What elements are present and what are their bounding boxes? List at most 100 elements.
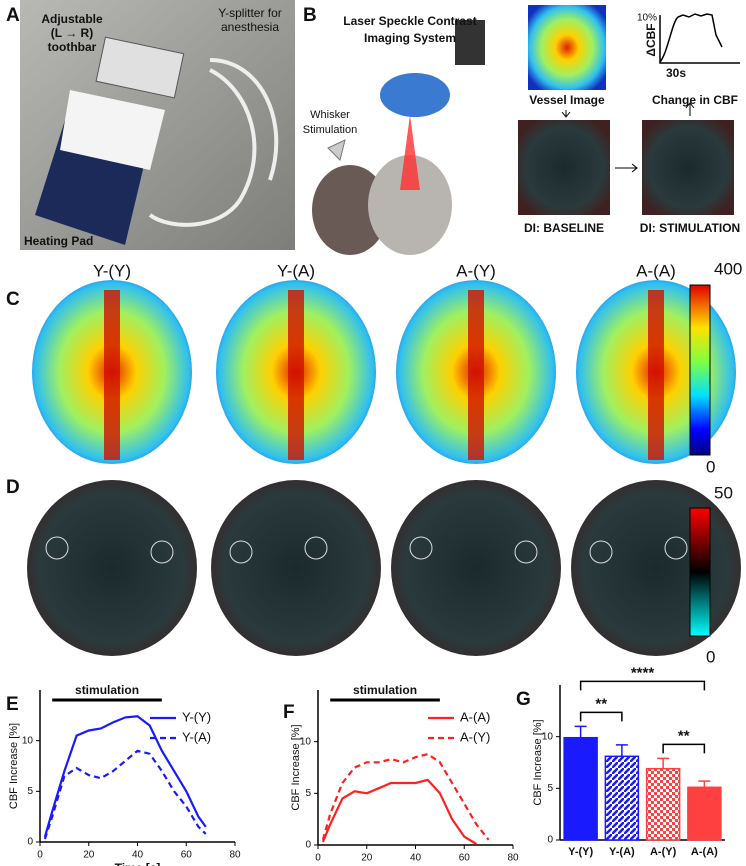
illustration-label: Imaging System [364,31,456,45]
skull-di [391,480,561,656]
significance-bracket [579,680,706,691]
x-tick-label: Y-(A) [609,846,635,858]
significance-bracket [662,743,706,754]
illustration-label: Change in CBF [652,93,738,107]
inset-ylabel: ΔCBF [644,23,658,56]
y-tick-label: 0 [305,840,311,851]
legend-label: A-(A) [460,709,490,724]
midline [648,290,664,460]
significance-label: ** [678,727,690,744]
photo-label: (L → R) [51,26,93,40]
panel-label: E [6,694,19,715]
x-tick-label: 40 [410,853,422,864]
y-tick-label: 10 [300,736,312,747]
x-tick-label: A-(A) [691,846,718,858]
error-bar [657,757,670,769]
illustration-label: Laser Speckle Contrast [343,14,476,28]
x-tick-label: 40 [132,850,144,861]
photo-label: Heating Pad [24,234,93,248]
series-line [321,752,490,841]
colorbar-d [689,507,711,637]
arrows [561,102,695,173]
y-tick-label: 10 [542,731,554,742]
illustration-b [312,20,485,255]
illustration-label: DI: BASELINE [524,221,604,235]
midline [288,290,304,460]
roi [229,540,253,564]
legend-label: A-(Y) [460,729,490,744]
bar [645,767,681,841]
series-line [43,749,207,840]
roi [304,536,328,560]
baseline-image [518,120,610,215]
series-line [43,715,207,838]
y-axis-label: CBF Increase [%] [290,724,302,810]
y-axis-label: CBF Increase [%] [532,719,544,805]
stimulation-label: stimulation [75,683,139,697]
x-tick-label: 80 [229,850,241,861]
legend-label: Y-(Y) [182,709,211,724]
significance-label: ** [595,695,607,712]
legend-label: Y-(A) [182,729,211,744]
midline [104,290,120,460]
x-tick-label: 0 [37,850,43,861]
y-tick-label: 5 [547,783,553,794]
x-tick-label: 20 [83,850,95,861]
roi [45,536,69,560]
roi [664,536,688,560]
vessel-image [528,5,606,90]
colorbar-max: 50 [714,483,733,502]
x-tick-label: A-(Y) [650,846,677,858]
illustration-label: Vessel Image [529,93,605,107]
roi [409,536,433,560]
panel-label: D [6,477,20,498]
y-tick-label: 5 [27,786,33,797]
group-title: Y-(A) [277,261,315,280]
roi [589,540,613,564]
illustration-label: DI: STIMULATION [640,221,740,235]
x-tick-label: 0 [315,853,321,864]
y-axis-label: CBF Increase [%] [8,723,20,809]
x-tick-label: 20 [361,853,373,864]
x-tick-label: Y-(Y) [568,846,593,858]
colorbar-min: 0 [706,457,715,476]
skull-images [27,280,741,656]
x-tick-label: 60 [181,850,193,861]
y-tick-label: 0 [547,835,553,846]
group-title: A-(A) [636,261,676,280]
skull-di [571,480,741,656]
significance-label: **** [631,664,655,681]
bar [563,736,598,841]
colorbar-min: 0 [706,647,715,666]
group-title: A-(Y) [456,261,496,280]
roi [150,540,174,564]
photo-label: Adjustable [41,12,103,26]
x-tick-label: 60 [459,853,471,864]
panel-label: C [6,289,20,310]
significance-bracket [579,711,623,722]
photo-label: anesthesia [221,20,279,34]
skull-di [27,480,197,656]
x-axis-label: Time [s] [115,861,161,866]
x-tick-label: 80 [507,853,519,864]
midline [468,290,484,460]
error-bar [698,780,711,788]
skull-di [211,480,381,656]
group-title: Y-(Y) [93,261,131,280]
bar [687,786,722,841]
y-tick-label: 5 [305,788,311,799]
panel-label: F [283,702,295,723]
y-tick-label: 10 [22,735,34,746]
error-bar [574,725,587,738]
roi [514,540,538,564]
panel-label: B [303,5,317,26]
photo-label: Y-splitter for [218,6,282,20]
panel-label: G [516,689,531,710]
illustration-label: Whisker [310,109,350,121]
error-bar [615,744,628,757]
series-line [321,778,477,845]
x-axis-label: Time [s] [393,864,439,866]
colorbar-max: 400 [714,259,742,278]
bar [604,755,640,841]
